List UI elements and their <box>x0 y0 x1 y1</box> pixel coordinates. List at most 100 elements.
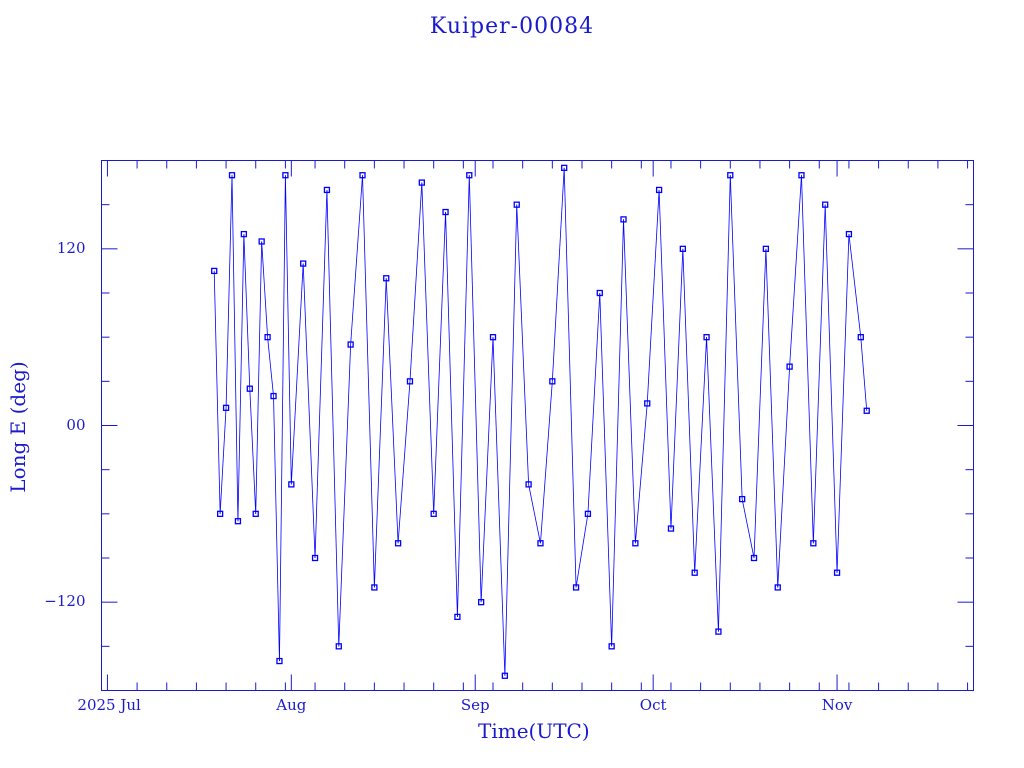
data-point-marker <box>537 540 544 547</box>
data-point-marker <box>833 569 841 576</box>
series-line-segment <box>445 212 458 617</box>
series-line-segment <box>658 189 672 529</box>
series-line-segment <box>249 388 257 514</box>
series-line-segment <box>385 278 399 544</box>
data-point-marker <box>222 404 230 411</box>
series-line-segment <box>682 248 696 573</box>
data-point-marker <box>258 238 265 245</box>
series-line-segment <box>326 189 340 647</box>
series-line-segment <box>350 175 363 345</box>
series-line-segment <box>540 381 553 544</box>
data-point-marker <box>394 540 402 547</box>
series-line-segment <box>824 204 838 573</box>
data-point-marker <box>454 613 461 621</box>
data-point-marker <box>323 186 331 194</box>
series-line-segment <box>397 381 411 544</box>
data-point-marker <box>572 584 580 591</box>
series-line-segment <box>741 499 755 559</box>
data-point-marker <box>300 260 307 267</box>
series-line-segment <box>267 337 274 397</box>
series-line-segment <box>516 204 530 485</box>
data-point-marker <box>667 525 675 532</box>
data-point-marker <box>584 510 592 517</box>
series-line-segment <box>563 167 577 588</box>
series-line-segment <box>504 204 518 676</box>
data-point-marker <box>596 289 603 297</box>
data-point-marker <box>211 267 218 275</box>
series-line-segment <box>575 513 589 588</box>
series-line-segment <box>836 234 850 573</box>
data-point-marker <box>347 341 354 348</box>
data-point-marker <box>418 179 425 186</box>
series-line-segment <box>753 248 767 559</box>
data-point-marker <box>703 334 710 341</box>
chart-title: Kuiper-00084 <box>429 14 595 39</box>
data-point-marker <box>270 392 277 400</box>
data-point-marker <box>466 172 473 179</box>
series-line-segment <box>789 175 802 367</box>
series-line-segment <box>255 241 263 514</box>
data-point-marker <box>501 672 509 679</box>
series-line-segment <box>362 175 375 588</box>
series-line-segment <box>302 263 316 559</box>
data-point-marker <box>822 201 829 208</box>
series-line-segment <box>457 175 470 617</box>
series-line-segment <box>243 234 251 389</box>
data-point-marker <box>282 172 289 179</box>
plot-frame <box>101 160 974 691</box>
y-tick-label: 120 <box>56 238 86 257</box>
series-line-segment <box>290 263 304 485</box>
data-point-marker <box>715 628 722 635</box>
data-point-marker <box>252 510 259 517</box>
series-line-segment <box>409 182 423 382</box>
series-line-segment <box>718 175 731 632</box>
data-point-marker <box>489 334 497 341</box>
series-line-segment <box>812 204 826 544</box>
data-point-marker <box>632 540 639 547</box>
x-tick-label: 2025 Jul <box>77 695 141 714</box>
series-line-segment <box>777 366 791 588</box>
data-point-marker <box>750 554 758 562</box>
data-point-marker <box>691 569 698 576</box>
data-point-marker <box>863 407 870 414</box>
x-tick-label: Nov <box>821 695 853 714</box>
series-line-segment <box>551 167 565 382</box>
data-point-marker <box>383 275 390 282</box>
series-line-segment <box>373 278 387 588</box>
y-tick-label: 00 <box>66 415 86 434</box>
series-line-segment <box>706 337 719 632</box>
series-line-segment <box>623 219 636 544</box>
data-point-marker <box>810 540 817 547</box>
series-line-segment <box>421 182 435 514</box>
series-line-segment <box>279 175 286 662</box>
data-point-marker <box>477 599 485 606</box>
data-point-marker <box>276 657 283 665</box>
data-point-marker <box>762 245 770 252</box>
data-point-marker <box>727 172 734 179</box>
data-point-marker <box>513 201 520 208</box>
data-point-marker <box>845 230 853 238</box>
series-line-segment <box>314 189 328 559</box>
series-line-segment <box>231 175 239 522</box>
series-line-segment <box>765 248 779 588</box>
data-point-marker <box>216 510 224 517</box>
data-point-marker <box>620 216 627 223</box>
data-point-marker <box>264 334 271 341</box>
data-point-marker <box>774 584 781 591</box>
data-point-marker <box>549 378 556 385</box>
data-point-marker <box>288 481 295 488</box>
data-point-marker <box>608 643 615 650</box>
series-line-segment <box>587 292 601 514</box>
data-point-marker <box>525 481 532 488</box>
series-line-segment <box>528 484 541 544</box>
data-point-marker <box>371 584 378 591</box>
data-point-marker <box>644 400 651 407</box>
data-point-marker <box>240 230 248 238</box>
data-point-marker <box>311 554 319 562</box>
series-line-segment <box>492 337 506 676</box>
series-line-segment <box>284 175 292 485</box>
series-line-segment <box>213 270 221 514</box>
data-point-marker <box>857 334 864 341</box>
data-point-marker <box>561 164 568 172</box>
data-point-marker <box>442 208 449 216</box>
